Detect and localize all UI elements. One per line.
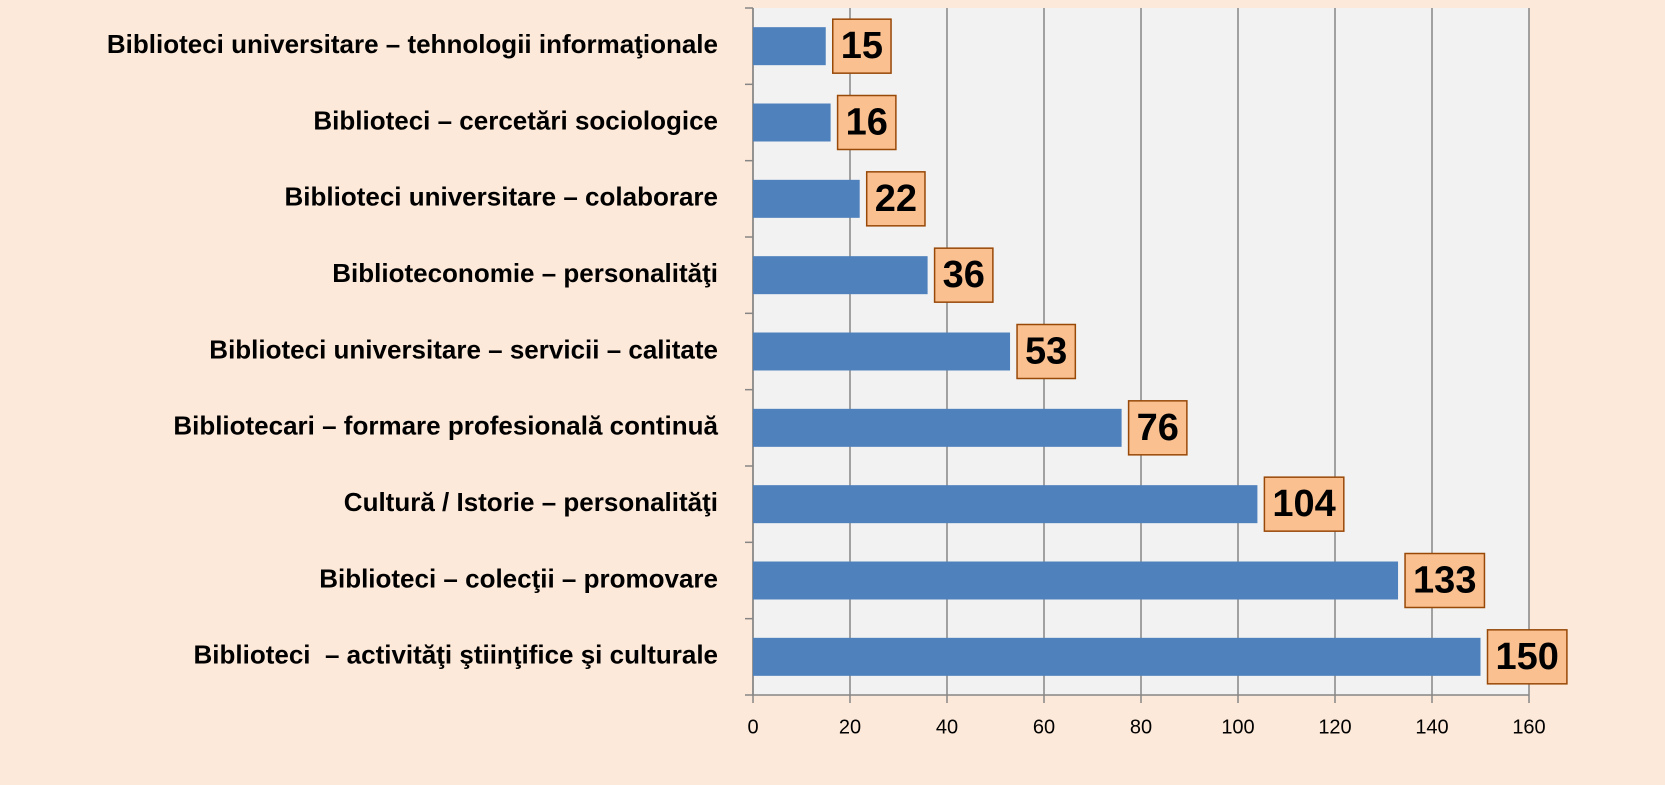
y-tick-label: Biblioteci – cercetări sociologice	[313, 105, 718, 135]
value-label-box	[1127, 400, 1188, 456]
value-label-box	[865, 171, 926, 227]
y-tick-label: Biblioteci universitare – colaborare	[285, 182, 719, 212]
x-tick-label: 40	[936, 716, 958, 738]
x-tick-label: 20	[839, 716, 861, 738]
value-label: 53	[1025, 331, 1067, 373]
y-tick-label: Bibliotecari – formare profesională cont…	[173, 411, 718, 441]
value-label-box	[1486, 629, 1568, 685]
value-label-box	[1016, 323, 1077, 380]
x-tick-label: 80	[1130, 716, 1152, 738]
value-label-box	[1263, 476, 1345, 532]
value-label: 15	[841, 25, 883, 67]
value-label-box	[1404, 552, 1486, 609]
value-label: 104	[1272, 483, 1335, 525]
x-tick-label: 0	[747, 716, 758, 738]
value-label-box	[832, 18, 892, 74]
value-label: 150	[1496, 636, 1559, 678]
y-tick-label: Biblioteconomie – personalităţi	[332, 258, 718, 288]
y-tick-label: Biblioteci – colecţii – promovare	[319, 563, 718, 593]
bar	[753, 103, 831, 142]
value-label: 22	[875, 178, 917, 220]
bar	[753, 332, 1011, 371]
y-tick-label: Biblioteci universitare – servicii – cal…	[209, 334, 718, 364]
value-label: 36	[943, 254, 985, 296]
value-label-box	[933, 247, 994, 303]
value-label: 76	[1137, 407, 1179, 449]
bar	[753, 179, 860, 218]
value-label: 16	[846, 102, 888, 144]
x-tick-label: 160	[1512, 716, 1545, 738]
y-tick-label: Biblioteci – activităţi ştiinţifice şi c…	[194, 640, 718, 670]
bar	[753, 27, 826, 66]
x-tick-label: 60	[1033, 716, 1055, 738]
bar	[753, 485, 1258, 524]
x-tick-label: 100	[1221, 716, 1254, 738]
x-tick-label: 120	[1318, 716, 1351, 738]
y-tick-label: Biblioteci universitare – tehnologii inf…	[107, 29, 718, 59]
bar	[753, 637, 1481, 676]
x-tick-label: 140	[1415, 716, 1448, 738]
bar	[753, 408, 1122, 447]
bar	[753, 256, 928, 295]
bar	[753, 561, 1399, 600]
value-label-box	[836, 94, 897, 151]
value-label: 133	[1413, 560, 1476, 602]
y-tick-label: Cultură / Istorie – personalităţi	[344, 487, 718, 517]
